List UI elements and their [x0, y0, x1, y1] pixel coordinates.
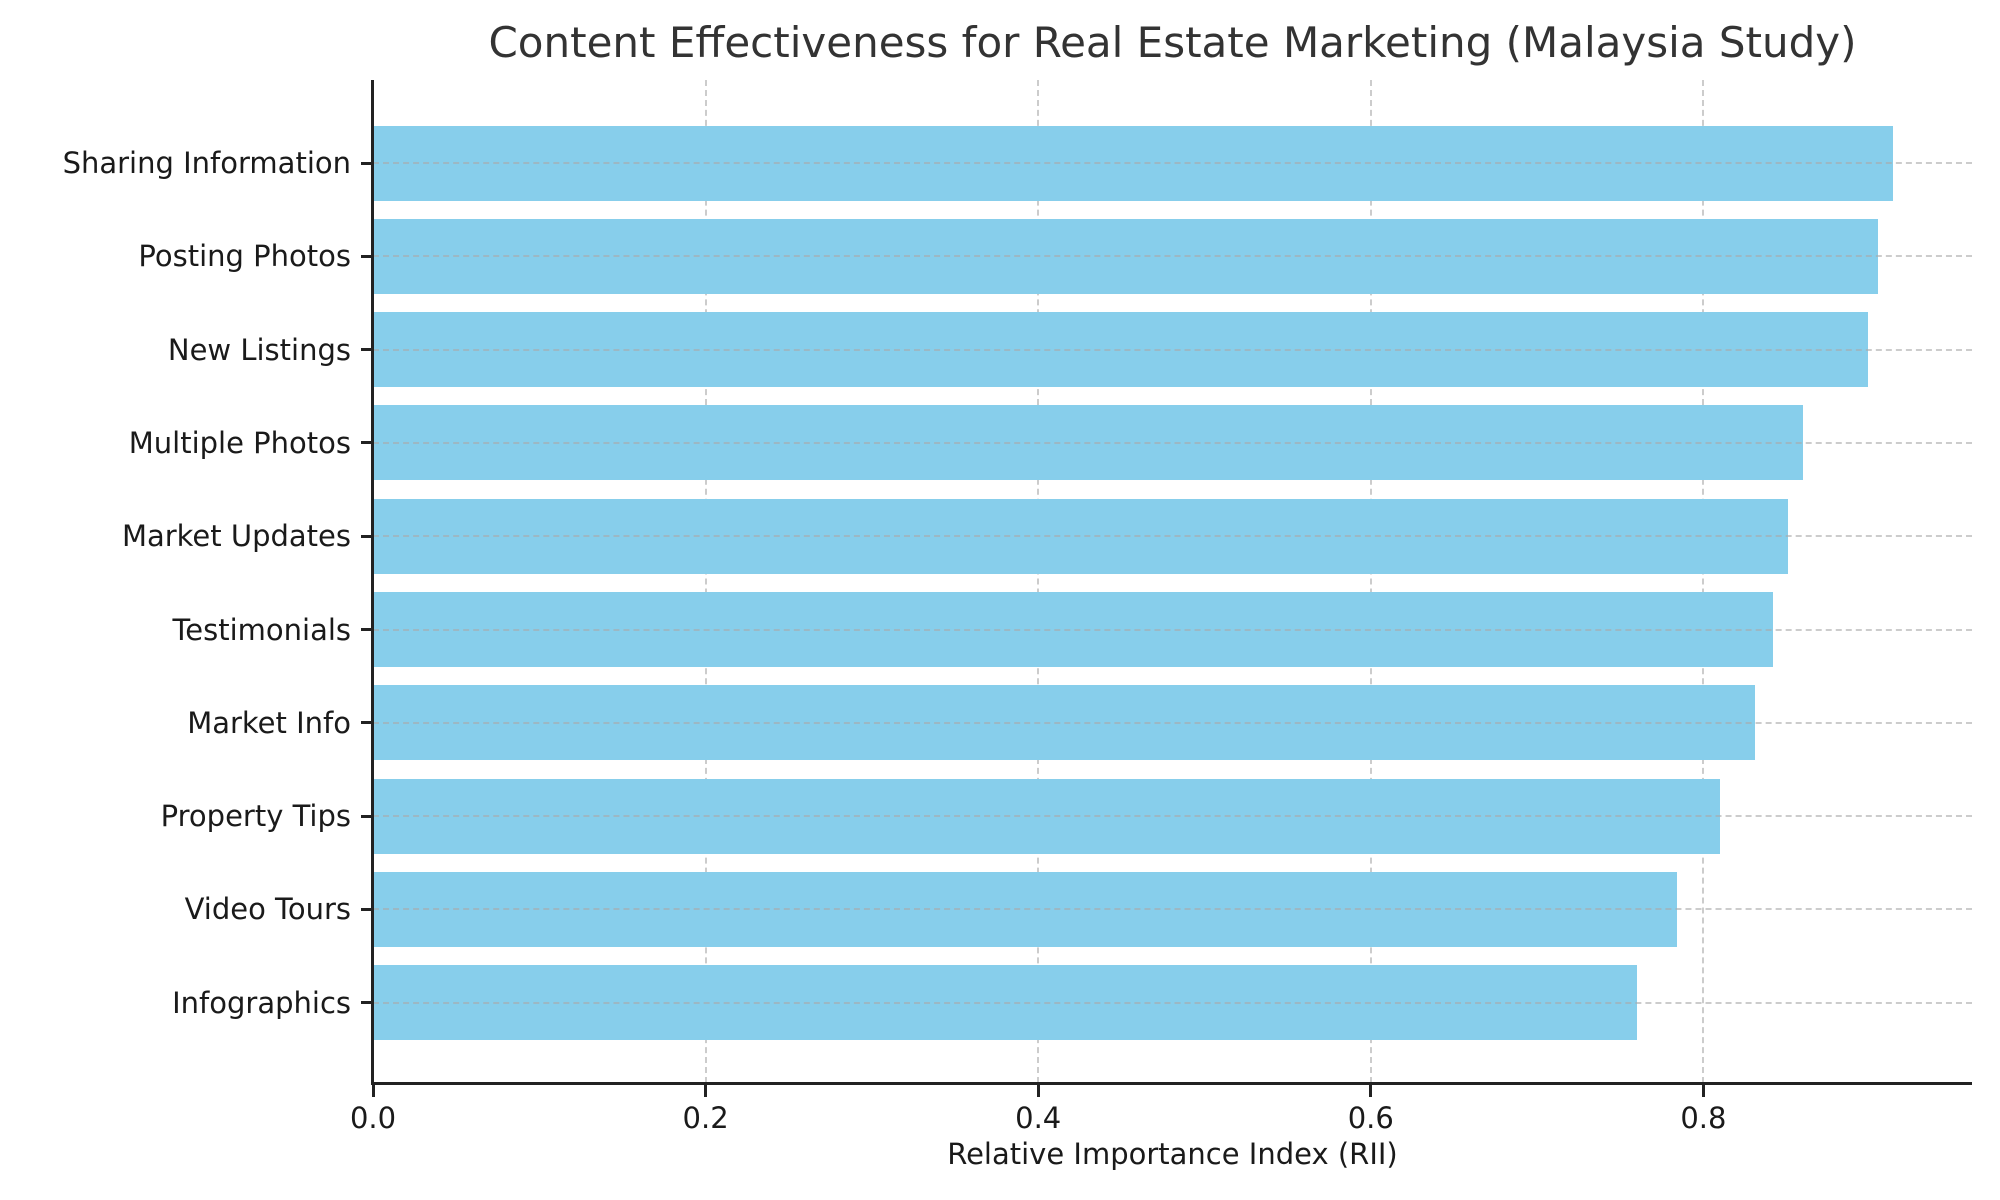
y-tick-mark [361, 1001, 373, 1005]
gridline [373, 628, 1972, 631]
y-tick-mark [361, 907, 373, 911]
gridline [373, 348, 1972, 351]
y-tick-label: Posting Photos [138, 239, 351, 274]
x-tick-label: 0.4 [1015, 1101, 1062, 1135]
gridline [704, 80, 707, 1083]
y-tick-label: Infographics [172, 985, 351, 1020]
gridline [373, 1001, 1972, 1004]
plot-area: Sharing Information Posting Photos New Lis… [63, 80, 1972, 1135]
y-tick-label: Video Tours [184, 892, 351, 927]
gridline [373, 721, 1972, 724]
y-tick-mark [361, 814, 373, 818]
x-tick-label: 0.6 [1347, 1101, 1394, 1135]
y-tick-mark [361, 628, 373, 631]
y-tick-mark [361, 254, 373, 258]
y-tick-mark [361, 161, 373, 165]
x-axis-line [371, 1082, 1972, 1085]
x-tick-mark [1701, 1085, 1705, 1097]
gridline [373, 908, 1972, 911]
chart-title: Content Effectiveness for Real Estate Ma… [488, 18, 1857, 67]
gridline [1369, 80, 1372, 1083]
x-tick-label: 0.8 [1680, 1101, 1727, 1135]
gridline [373, 255, 1972, 258]
gridline [373, 162, 1972, 164]
gridline [373, 815, 1972, 818]
y-axis-line [371, 80, 374, 1085]
y-tick-mark [361, 441, 373, 445]
x-axis-title: Relative Importance Index (RII) [947, 1137, 1398, 1171]
y-tick-label: Market Updates [121, 519, 351, 554]
y-tick-mark [361, 348, 373, 352]
y-tick-mark [361, 534, 373, 538]
y-tick-label: Multiple Photos [128, 425, 351, 460]
x-tick-label: 0.2 [682, 1101, 729, 1135]
gridline [1702, 80, 1705, 1083]
gridline [373, 441, 1972, 444]
x-tick-label: 0.0 [349, 1101, 397, 1135]
x-tick-mark [1369, 1085, 1373, 1097]
gridline [1037, 80, 1040, 1083]
x-tick-mark [371, 1085, 375, 1097]
y-tick-label: Market Info [187, 705, 351, 740]
y-tick-mark [361, 721, 373, 725]
y-tick-label: Property Tips [160, 799, 351, 834]
y-tick-label: Sharing Information [62, 146, 351, 180]
y-tick-label: New Listings [167, 332, 351, 367]
x-tick-mark [1036, 1085, 1040, 1097]
y-tick-label: Testimonials [172, 612, 351, 647]
gridline [373, 535, 1972, 538]
x-tick-mark [704, 1085, 708, 1097]
